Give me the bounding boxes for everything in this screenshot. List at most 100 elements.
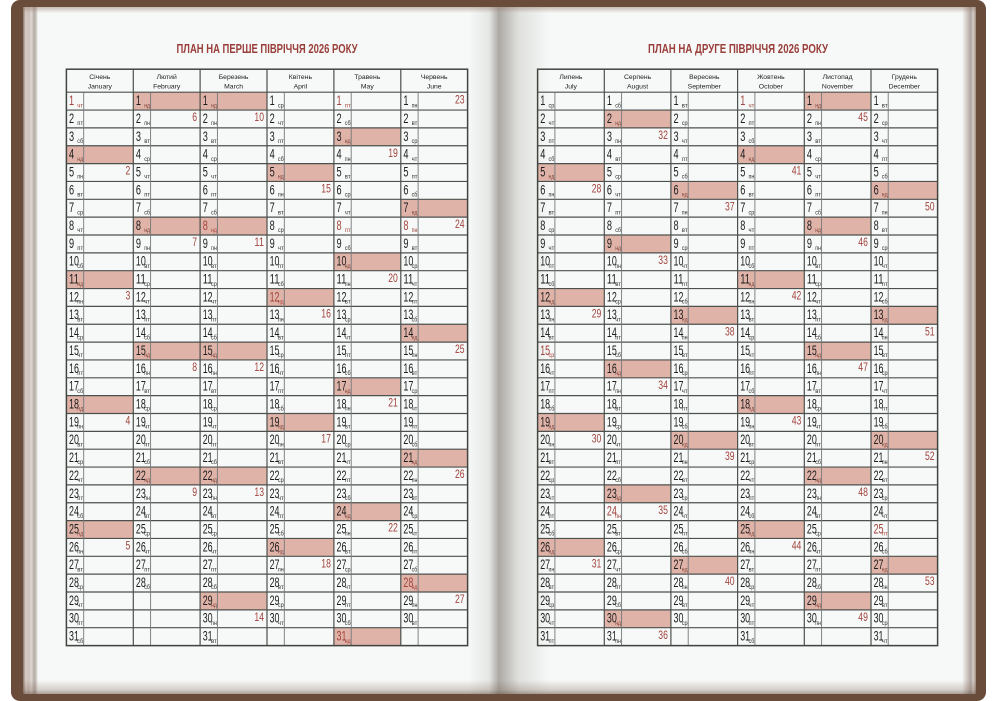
svg-text:16: 16 <box>337 361 347 376</box>
svg-text:пн: пн <box>882 584 888 591</box>
svg-text:пт: пт <box>345 102 351 109</box>
svg-text:18: 18 <box>403 397 413 412</box>
svg-text:25: 25 <box>270 522 280 537</box>
svg-text:сб: сб <box>345 244 351 252</box>
svg-text:пн: пн <box>549 192 555 199</box>
svg-text:ср: ср <box>345 192 351 199</box>
svg-text:25: 25 <box>136 522 146 537</box>
svg-text:чт: чт <box>749 602 755 609</box>
svg-text:чт: чт <box>815 299 821 306</box>
svg-text:нд: нд <box>549 174 555 181</box>
svg-text:ср: ср <box>815 406 821 413</box>
svg-text:27: 27 <box>455 592 465 606</box>
svg-text:пт: пт <box>682 531 688 538</box>
svg-text:чт: чт <box>615 566 621 573</box>
svg-text:8: 8 <box>192 360 197 374</box>
svg-text:12: 12 <box>69 289 79 304</box>
svg-text:чт: чт <box>77 102 83 109</box>
svg-text:пт: пт <box>615 584 621 591</box>
svg-text:7: 7 <box>874 200 879 215</box>
svg-text:14: 14 <box>203 325 213 340</box>
svg-text:19: 19 <box>740 414 750 429</box>
svg-text:8: 8 <box>69 218 74 233</box>
svg-text:вт: вт <box>815 388 821 395</box>
svg-text:9: 9 <box>607 236 612 251</box>
svg-text:53: 53 <box>925 574 935 588</box>
svg-text:чт: чт <box>615 316 621 323</box>
svg-text:46: 46 <box>858 235 868 249</box>
svg-text:9: 9 <box>337 236 342 251</box>
svg-text:чт: чт <box>278 495 284 502</box>
svg-text:пн: пн <box>77 549 83 556</box>
svg-text:7: 7 <box>540 200 545 215</box>
svg-text:27: 27 <box>874 557 884 572</box>
svg-text:17: 17 <box>69 379 79 394</box>
svg-text:11: 11 <box>540 272 550 287</box>
svg-text:Січень: Січень <box>89 73 110 81</box>
svg-text:37: 37 <box>725 199 735 213</box>
svg-text:ср: ср <box>412 263 418 270</box>
svg-text:24: 24 <box>337 504 347 519</box>
svg-text:25: 25 <box>807 522 817 537</box>
svg-text:25: 25 <box>455 342 465 356</box>
svg-text:нд: нд <box>882 316 888 323</box>
svg-text:вт: вт <box>77 316 83 323</box>
svg-text:чт: чт <box>77 352 83 359</box>
svg-text:чт: чт <box>682 263 688 270</box>
svg-text:27: 27 <box>403 557 413 572</box>
svg-text:24: 24 <box>203 504 213 519</box>
svg-text:вт: вт <box>682 602 688 609</box>
svg-text:22: 22 <box>136 468 146 483</box>
svg-text:12: 12 <box>270 289 280 304</box>
svg-text:сб: сб <box>549 280 555 288</box>
svg-text:2: 2 <box>874 111 879 126</box>
svg-text:17: 17 <box>807 379 817 394</box>
svg-text:24: 24 <box>740 504 750 519</box>
svg-text:10: 10 <box>136 254 146 269</box>
svg-text:16: 16 <box>807 361 817 376</box>
svg-text:29: 29 <box>540 593 550 608</box>
svg-text:вт: вт <box>278 459 284 466</box>
svg-text:29: 29 <box>874 593 884 608</box>
svg-text:3: 3 <box>270 129 275 144</box>
svg-text:24: 24 <box>69 504 79 519</box>
svg-text:чт: чт <box>615 192 621 199</box>
svg-text:45: 45 <box>858 110 868 124</box>
svg-text:сб: сб <box>682 548 688 556</box>
svg-text:19: 19 <box>270 414 280 429</box>
svg-text:23: 23 <box>807 486 817 501</box>
svg-text:1: 1 <box>740 93 745 108</box>
svg-text:пт: пт <box>749 245 755 252</box>
svg-text:пн: пн <box>549 316 555 323</box>
svg-text:Грудень: Грудень <box>892 74 918 81</box>
svg-text:пн: пн <box>815 495 821 502</box>
svg-text:4: 4 <box>203 147 208 162</box>
svg-text:15: 15 <box>740 343 750 358</box>
svg-text:27: 27 <box>540 557 550 572</box>
svg-text:сб: сб <box>882 423 888 431</box>
svg-text:пт: пт <box>144 192 150 199</box>
svg-text:10: 10 <box>203 254 213 269</box>
svg-text:сб: сб <box>882 298 888 306</box>
svg-text:ср: ср <box>412 513 418 520</box>
svg-text:17: 17 <box>740 379 750 394</box>
svg-text:пн: пн <box>278 441 284 448</box>
svg-text:пт: пт <box>77 620 83 627</box>
svg-text:12: 12 <box>337 289 347 304</box>
svg-text:сб: сб <box>77 637 83 645</box>
svg-text:ПЛАН НА ПЕРШЕ ПІВРІЧЧЯ 2026 РО: ПЛАН НА ПЕРШЕ ПІВРІЧЧЯ 2026 РОКУ <box>177 42 358 56</box>
svg-text:16: 16 <box>136 361 146 376</box>
svg-text:14: 14 <box>674 325 684 340</box>
svg-text:26: 26 <box>807 539 817 554</box>
svg-text:5: 5 <box>674 164 679 179</box>
svg-text:21: 21 <box>807 450 817 465</box>
svg-text:ср: ср <box>278 477 284 484</box>
svg-text:26: 26 <box>740 539 750 554</box>
svg-text:ср: ср <box>345 441 351 448</box>
svg-text:вт: вт <box>615 531 621 538</box>
svg-text:пн: пн <box>278 566 284 573</box>
svg-text:чт: чт <box>278 370 284 377</box>
svg-text:пн: пн <box>211 620 217 627</box>
svg-text:26: 26 <box>270 539 280 554</box>
svg-text:нд: нд <box>749 281 755 288</box>
